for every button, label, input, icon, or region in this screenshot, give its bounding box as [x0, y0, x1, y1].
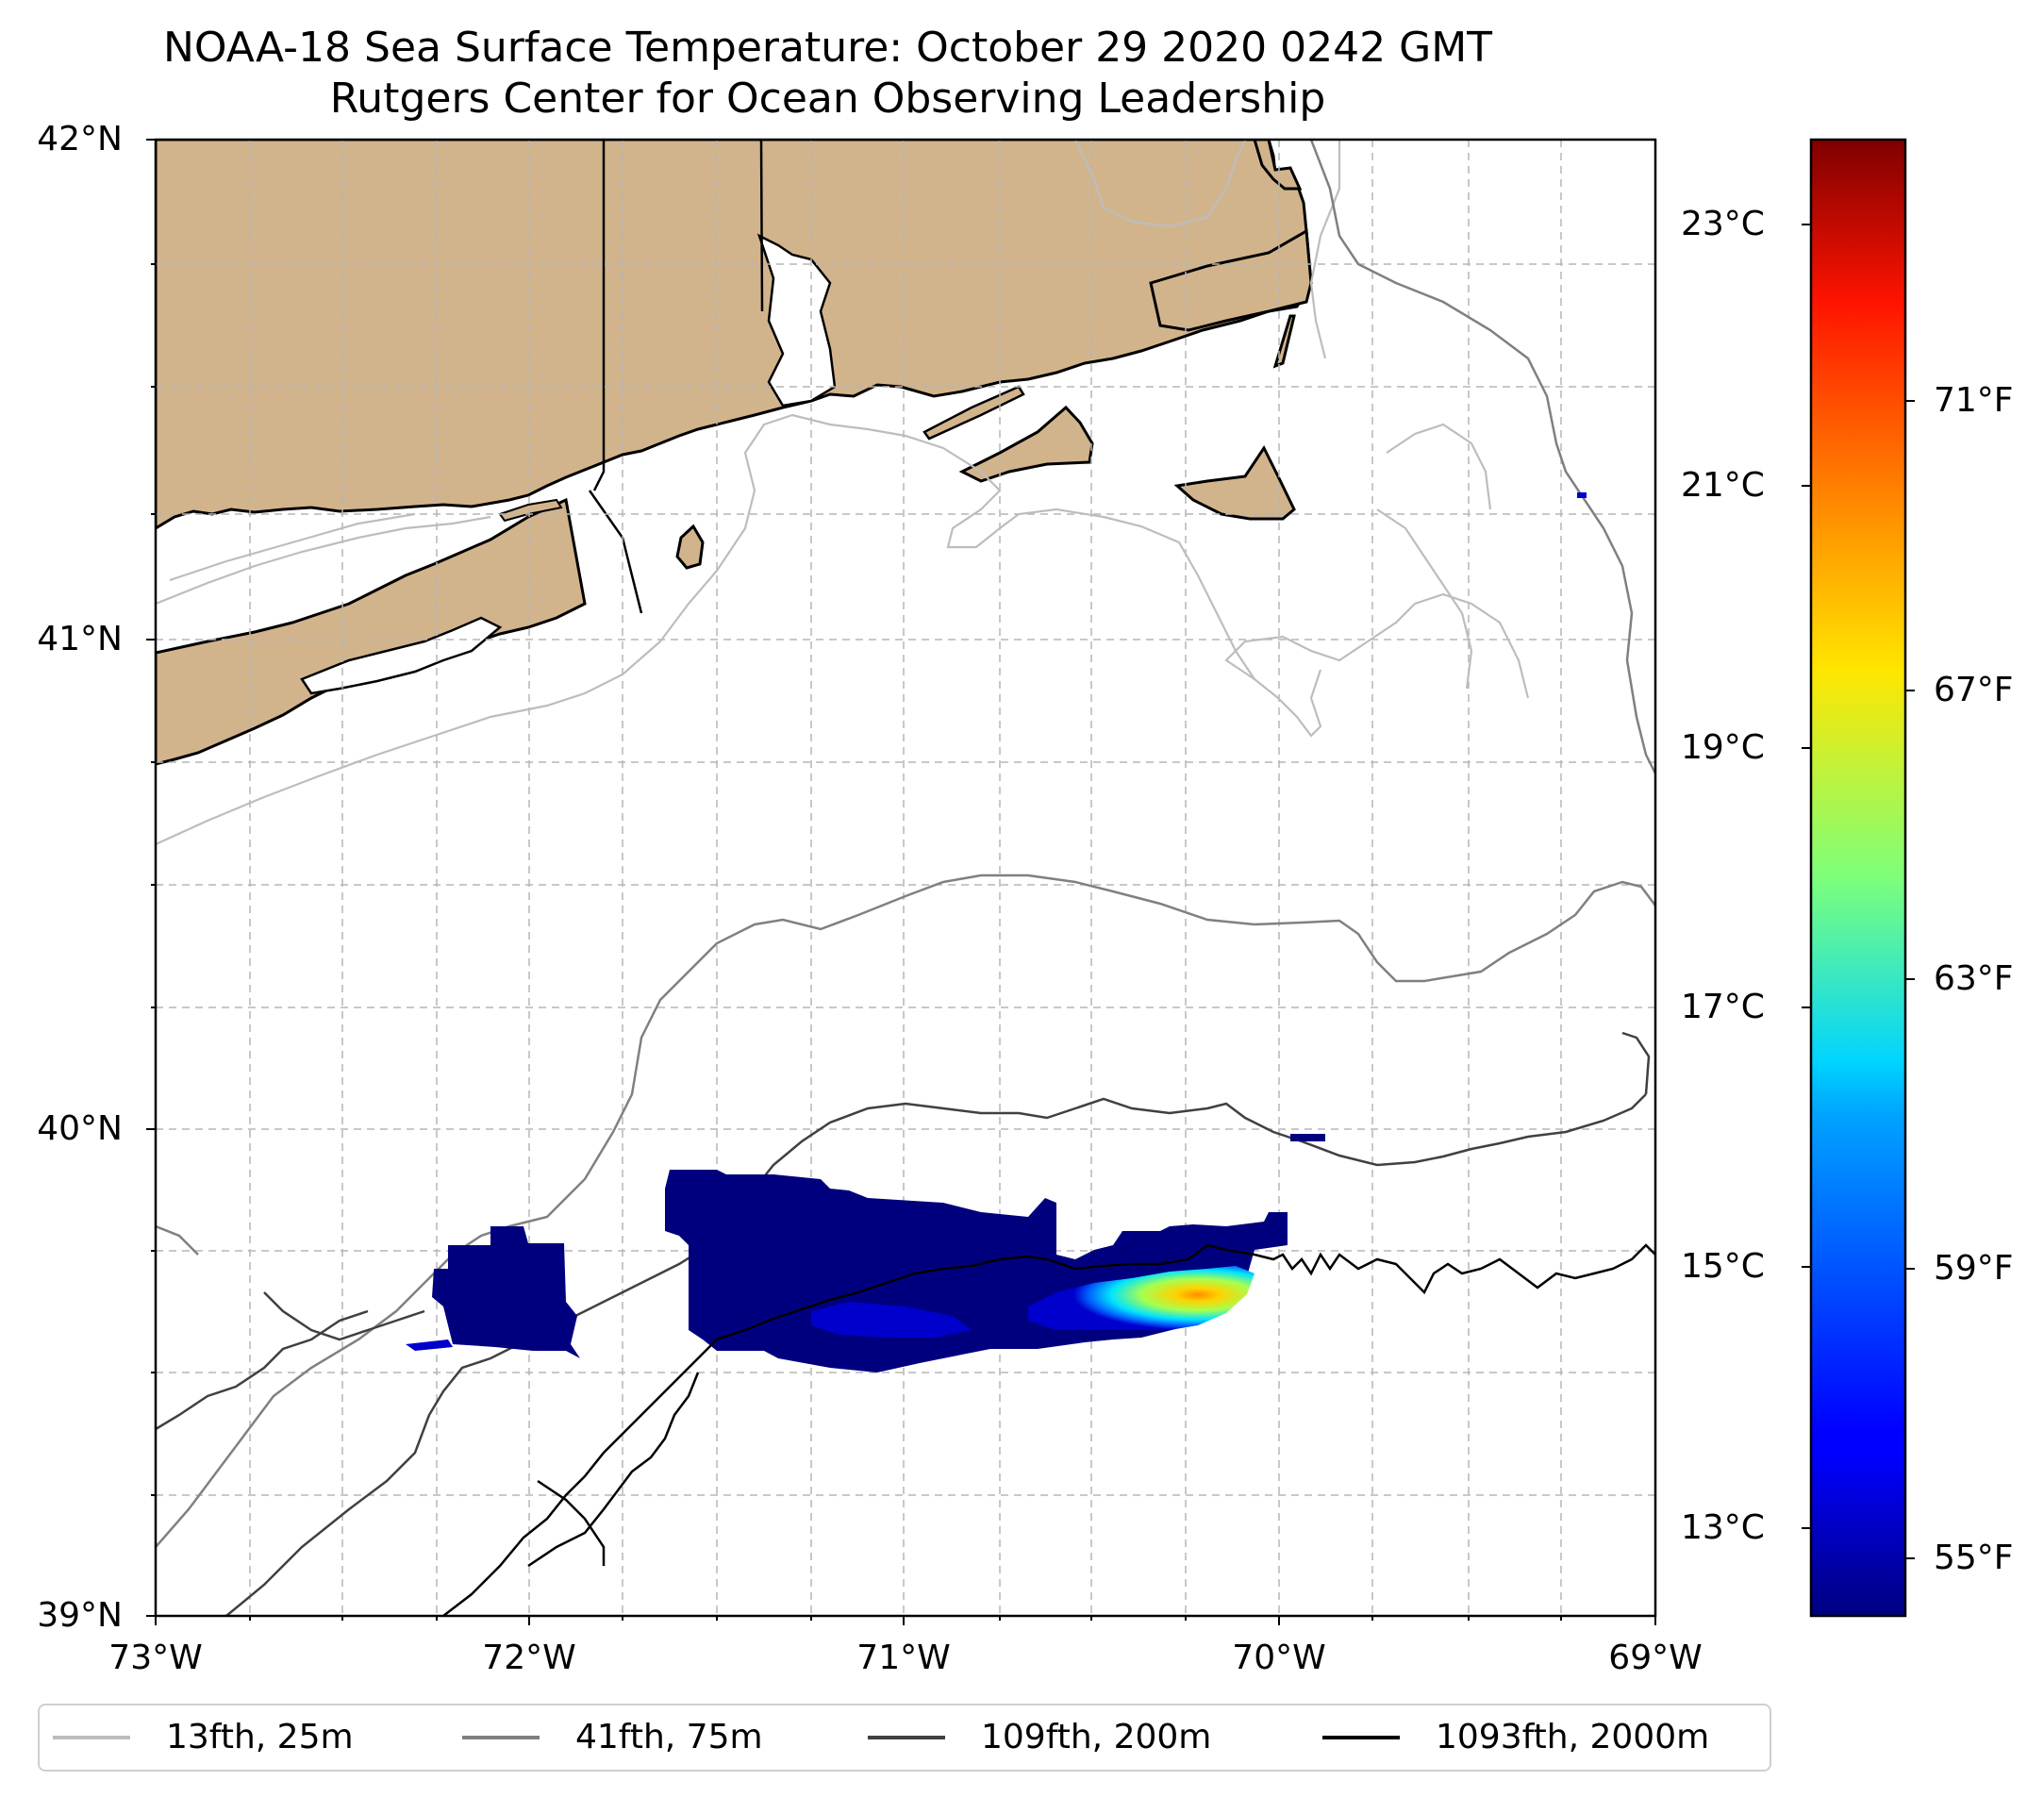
isobath-25m — [156, 140, 1530, 846]
lat-label-39: 39°N — [37, 1596, 123, 1635]
legend-swatch-75m — [462, 1736, 540, 1739]
land-new-england — [156, 140, 1313, 530]
land-nantucket — [1173, 445, 1296, 521]
legend-label-200m: 109fth, 200m — [981, 1718, 1212, 1756]
colorbar-label-63f: 63°F — [1934, 959, 2014, 998]
colorbar-label-13c: 13°C — [1681, 1508, 1765, 1547]
isobath-2000m — [442, 1243, 1655, 1616]
colorbar-label-21c: 21°C — [1681, 466, 1765, 505]
lon-label-72: 72°W — [482, 1639, 576, 1677]
land-long-island — [156, 497, 587, 766]
colorbar-label-67f: 67°F — [1934, 671, 2014, 709]
chart-subtitle: Rutgers Center for Ocean Observing Leade… — [329, 75, 1326, 123]
lon-label-71: 71°W — [856, 1639, 951, 1677]
legend-swatch-200m — [868, 1736, 945, 1739]
legend-item-75m: 41fth, 75m — [462, 1705, 763, 1770]
land-cape-cod — [1149, 228, 1313, 332]
colorbar-label-17c: 17°C — [1681, 988, 1765, 1026]
sst-data-patch — [406, 492, 1587, 1373]
isobath-legend: 13fth, 25m 41fth, 75m 109fth, 200m 1093f… — [38, 1704, 1771, 1772]
colorbar — [1809, 138, 1907, 1618]
colorbar-label-23c: 23°C — [1681, 205, 1765, 243]
legend-item-200m: 109fth, 200m — [868, 1705, 1211, 1770]
lat-label-40: 40°N — [37, 1109, 123, 1148]
isobath-75m — [156, 140, 1655, 1548]
legend-label-2000m: 1093fth, 2000m — [1436, 1718, 1710, 1756]
lat-label-42: 42°N — [37, 120, 123, 158]
legend-label-75m: 41fth, 75m — [575, 1718, 763, 1756]
colorbar-label-71f: 71°F — [1934, 381, 2014, 420]
map-frame — [154, 138, 1657, 1618]
chart-title: NOAA-18 Sea Surface Temperature: October… — [162, 24, 1493, 72]
legend-item-25m: 13fth, 25m — [53, 1705, 354, 1770]
lat-label-41: 41°N — [37, 620, 123, 658]
legend-swatch-25m — [53, 1736, 130, 1739]
land-block-island — [675, 524, 705, 570]
legend-label-25m: 13fth, 25m — [166, 1718, 354, 1756]
colorbar-label-55f: 55°F — [1934, 1539, 2014, 1577]
lon-label-69: 69°W — [1608, 1639, 1703, 1677]
colorbar-label-59f: 59°F — [1934, 1249, 2014, 1288]
axis-ticks — [146, 139, 1656, 1625]
lon-label-70: 70°W — [1232, 1639, 1326, 1677]
lon-label-73: 73°W — [108, 1639, 203, 1677]
colorbar-ticks — [1802, 224, 1915, 1559]
colorbar-label-19c: 19°C — [1681, 728, 1765, 767]
colorbar-label-15c: 15°C — [1681, 1247, 1765, 1286]
legend-item-2000m: 1093fth, 2000m — [1322, 1705, 1709, 1770]
isobath-200m — [156, 1031, 1651, 1616]
legend-swatch-2000m — [1322, 1736, 1400, 1739]
gridlines — [156, 140, 1655, 1616]
